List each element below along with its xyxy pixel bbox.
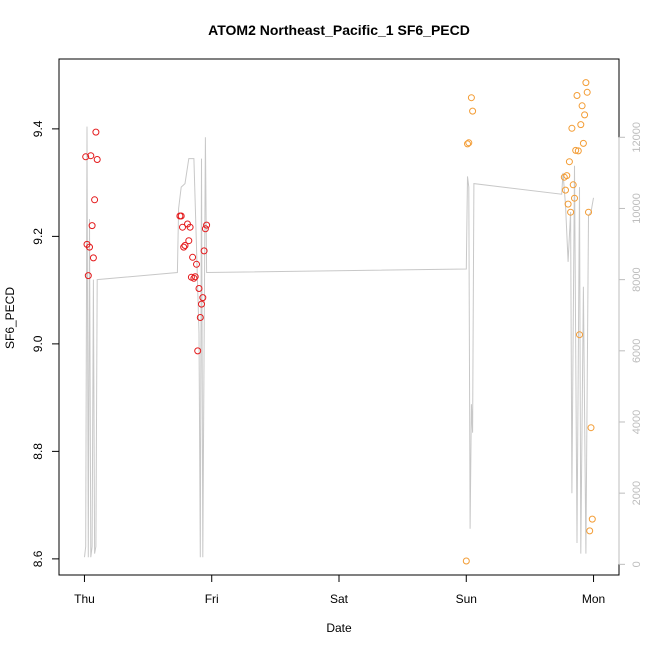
left-tick-label-4: 9.4 (31, 120, 45, 137)
data-point-orange-13 (571, 194, 578, 202)
right-tick-label-0: 0 (631, 561, 643, 567)
data-point-orange-18 (577, 121, 585, 129)
data-point-orange-25 (586, 527, 594, 535)
data-point-orange-4 (469, 107, 477, 115)
y-axis-title: SF6_PECD (3, 287, 17, 349)
data-point-orange-1 (464, 140, 471, 148)
data-point-red-20 (190, 274, 198, 282)
right-axis: 0 2000 4000 6000 8000 10000 12000 (618, 122, 643, 567)
data-point-orange-24 (585, 208, 592, 216)
data-point-red-24 (195, 285, 203, 292)
data-point-red-4 (87, 152, 95, 160)
data-point-orange-16 (574, 147, 582, 155)
data-point-orange-3 (467, 94, 475, 102)
data-point-orange-26 (587, 424, 595, 432)
data-point-red-14 (181, 242, 189, 249)
bottom-tick-label-0: Thu (74, 592, 95, 606)
data-point-red-12 (179, 223, 186, 231)
bottom-tick-label-4: Mon (582, 592, 605, 606)
data-point-red-3 (86, 243, 93, 251)
chart-title: ATOM2 Northeast_Pacific_1 SF6_PECD (208, 22, 470, 38)
left-tick-label-3: 9.2 (31, 228, 45, 245)
data-point-red-6 (89, 254, 97, 262)
data-point-orange-27 (588, 515, 596, 523)
data-point-orange-15 (573, 92, 581, 99)
data-point-orange-11 (568, 124, 576, 132)
left-axis: 8.6 8.8 9.0 9.2 9.4 (31, 120, 60, 567)
data-point-orange-20 (579, 139, 587, 147)
left-tick-label-1: 8.8 (31, 443, 45, 460)
bottom-tick-label-1: Fri (205, 592, 219, 606)
data-point-orange-10 (567, 208, 575, 216)
data-point-orange-8 (564, 200, 572, 208)
data-point-orange-12 (569, 181, 577, 189)
points-layer (82, 79, 596, 565)
data-point-red-9 (93, 156, 101, 163)
right-tick-label-3: 6000 (631, 339, 643, 363)
right-tick-label-5: 10000 (631, 193, 643, 224)
data-point-red-22 (193, 260, 200, 268)
data-point-red-28 (200, 247, 208, 255)
data-point-red-23 (194, 347, 202, 355)
data-point-red-30 (203, 221, 211, 229)
data-point-orange-9 (565, 158, 573, 166)
right-tick-label-1: 2000 (631, 481, 643, 505)
data-point-red-27 (199, 294, 207, 302)
data-point-red-2 (84, 272, 92, 280)
right-tick-label-4: 8000 (631, 267, 643, 291)
data-point-red-25 (196, 314, 204, 321)
data-point-red-29 (201, 225, 209, 233)
data-point-red-5 (88, 222, 96, 230)
data-point-red-7 (91, 196, 99, 204)
data-point-red-26 (198, 300, 205, 308)
left-tick-label-0: 8.6 (31, 550, 45, 567)
depth-line-layer (84, 126, 594, 558)
data-point-orange-17 (576, 331, 583, 339)
bottom-tick-label-2: Sat (330, 592, 349, 606)
bottom-axis: Thu Fri Sat Sun Mon (74, 574, 605, 606)
x-axis-title: Date (326, 621, 352, 635)
plot-area (58, 58, 620, 576)
data-point-red-21 (191, 273, 199, 281)
data-point-red-19 (189, 253, 197, 261)
data-point-orange-6 (562, 186, 569, 194)
data-point-orange-0 (462, 557, 470, 565)
data-point-orange-7 (563, 172, 571, 180)
data-point-red-0 (82, 153, 90, 161)
data-point-orange-14 (572, 146, 580, 154)
left-tick-label-2: 9.0 (31, 335, 45, 352)
data-point-orange-21 (581, 111, 589, 119)
data-point-orange-2 (465, 139, 473, 147)
depth-line (84, 126, 594, 558)
data-point-red-8 (92, 128, 100, 136)
data-point-red-16 (185, 237, 193, 245)
data-point-orange-22 (582, 79, 590, 87)
data-point-orange-23 (583, 88, 591, 96)
data-point-orange-19 (578, 102, 586, 110)
right-tick-label-6: 12000 (631, 122, 643, 153)
right-tick-label-2: 4000 (631, 410, 643, 434)
data-point-red-13 (180, 243, 188, 251)
data-point-red-11 (177, 212, 185, 220)
data-point-red-17 (186, 223, 194, 231)
bottom-tick-label-3: Sun (456, 592, 477, 606)
